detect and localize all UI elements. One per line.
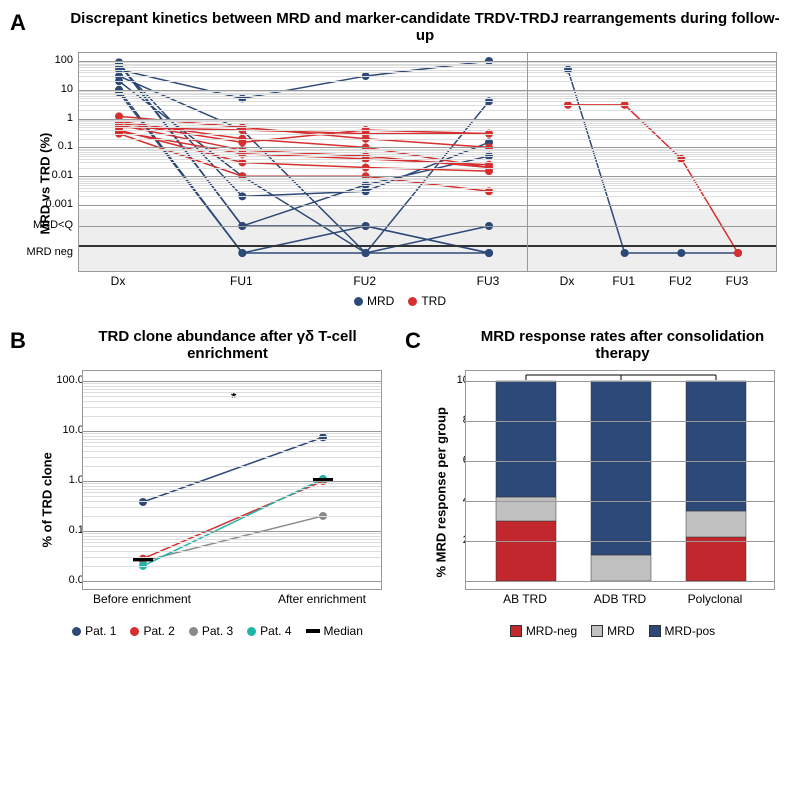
panel-c: C MRD response rates after consolidation…	[405, 328, 790, 638]
panel-c-ylabel: % MRD response per group	[434, 378, 449, 578]
panel-a: A Discrepant kinetics between MRD and ma…	[10, 10, 790, 308]
panel-c-chart: **	[465, 370, 775, 590]
panel-b: B TRD clone abundance after γδ T-cell en…	[10, 328, 395, 638]
panel-a-legend: MRDTRD	[10, 294, 790, 308]
panel-a-left-chart	[78, 52, 528, 272]
panel-a-left-xticks: DxFU1FU2FU3	[78, 272, 528, 290]
panel-b-legend: Pat. 1Pat. 2Pat. 3Pat. 4Median	[40, 624, 395, 638]
panel-a-ylabel: MRD vs TRD (%)	[38, 85, 53, 235]
panel-b-title: TRD clone abundance after γδ T-cell enri…	[60, 328, 395, 362]
panel-b-xticks: Before enrichmentAfter enrichment	[82, 590, 395, 620]
panel-b-chart: *	[82, 370, 382, 590]
panel-c-title: MRD response rates after consolidation t…	[455, 328, 790, 362]
panel-a-label: A	[10, 10, 26, 36]
panel-c-legend: MRD-negMRDMRD-pos	[435, 624, 790, 638]
panel-c-label: C	[405, 328, 421, 354]
panel-a-right-chart	[527, 52, 777, 272]
panel-c-xticks: AB TRDADB TRDPolyclonal	[465, 590, 790, 620]
panel-a-right-xticks: DxFU1FU2FU3	[527, 272, 777, 290]
panel-b-label: B	[10, 328, 26, 354]
svg-text:*: *	[571, 371, 577, 376]
svg-text:*: *	[666, 371, 672, 376]
panel-a-title: Discrepant kinetics between MRD and mark…	[70, 10, 780, 44]
